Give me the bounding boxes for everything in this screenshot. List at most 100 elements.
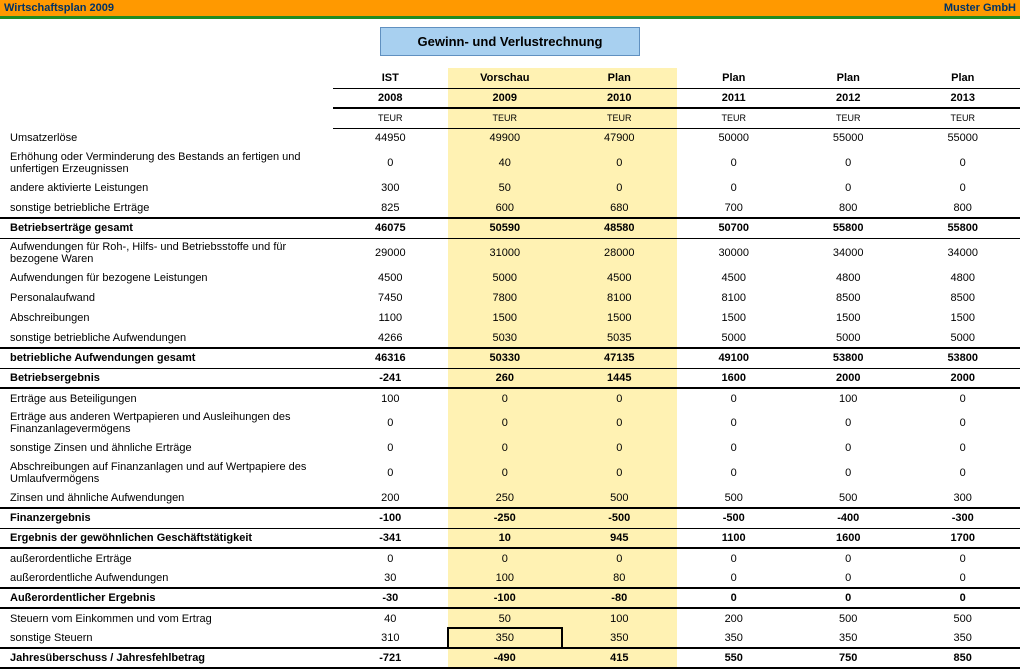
cell[interactable]: 1600 xyxy=(677,368,791,388)
cell[interactable]: 300 xyxy=(333,178,447,198)
cell[interactable]: 0 xyxy=(791,178,905,198)
cell[interactable]: 0 xyxy=(905,458,1020,488)
cell[interactable]: 0 xyxy=(905,548,1020,568)
cell[interactable]: 28000 xyxy=(562,238,676,268)
cell[interactable]: 350 xyxy=(791,628,905,648)
cell[interactable]: 300 xyxy=(905,488,1020,508)
cell[interactable]: 800 xyxy=(791,198,905,218)
cell[interactable]: 30 xyxy=(333,568,447,588)
cell[interactable]: 100 xyxy=(562,608,676,628)
cell[interactable]: 415 xyxy=(562,648,676,668)
cell[interactable]: 34000 xyxy=(905,238,1020,268)
cell[interactable]: 50700 xyxy=(677,218,791,238)
cell[interactable]: 800 xyxy=(905,198,1020,218)
cell[interactable]: 0 xyxy=(448,388,562,408)
cell[interactable]: 8500 xyxy=(791,288,905,308)
cell[interactable]: 0 xyxy=(677,568,791,588)
cell[interactable]: 0 xyxy=(677,548,791,568)
cell[interactable]: 46316 xyxy=(333,348,447,368)
cell[interactable]: 1500 xyxy=(905,308,1020,328)
cell[interactable]: 0 xyxy=(562,408,676,438)
cell[interactable]: 0 xyxy=(333,438,447,458)
cell[interactable]: 350 xyxy=(562,628,676,648)
cell[interactable]: 0 xyxy=(562,148,676,178)
cell[interactable]: 0 xyxy=(333,548,447,568)
cell[interactable]: 0 xyxy=(905,178,1020,198)
cell[interactable]: 5000 xyxy=(905,328,1020,348)
cell[interactable]: 0 xyxy=(791,588,905,608)
cell[interactable]: 1500 xyxy=(677,308,791,328)
cell[interactable]: 5000 xyxy=(448,268,562,288)
cell[interactable]: 1445 xyxy=(562,368,676,388)
cell[interactable]: 4800 xyxy=(791,268,905,288)
cell[interactable]: 700 xyxy=(677,198,791,218)
cell[interactable]: 4500 xyxy=(562,268,676,288)
cell[interactable]: 50 xyxy=(448,178,562,198)
cell[interactable]: 0 xyxy=(677,388,791,408)
cell[interactable]: 8100 xyxy=(677,288,791,308)
cell[interactable]: 50330 xyxy=(448,348,562,368)
cell[interactable]: 1100 xyxy=(333,308,447,328)
cell[interactable]: 0 xyxy=(562,178,676,198)
cell[interactable]: 4800 xyxy=(905,268,1020,288)
cell[interactable]: 0 xyxy=(562,548,676,568)
cell[interactable]: 5035 xyxy=(562,328,676,348)
cell[interactable]: 0 xyxy=(791,438,905,458)
cell[interactable]: 47135 xyxy=(562,348,676,368)
cell[interactable]: 40 xyxy=(333,608,447,628)
cell[interactable]: 29000 xyxy=(333,238,447,268)
cell[interactable]: 31000 xyxy=(448,238,562,268)
cell[interactable]: 200 xyxy=(677,608,791,628)
cell[interactable]: -80 xyxy=(562,588,676,608)
cell[interactable]: 850 xyxy=(905,648,1020,668)
cell[interactable]: 945 xyxy=(562,528,676,548)
cell[interactable]: 500 xyxy=(905,608,1020,628)
cell[interactable]: 7800 xyxy=(448,288,562,308)
cell[interactable]: 0 xyxy=(791,408,905,438)
cell[interactable]: 1100 xyxy=(677,528,791,548)
cell[interactable]: 500 xyxy=(791,488,905,508)
cell[interactable]: -500 xyxy=(562,508,676,528)
cell[interactable]: 0 xyxy=(562,438,676,458)
cell[interactable]: 0 xyxy=(905,388,1020,408)
cell[interactable]: 0 xyxy=(448,458,562,488)
cell[interactable]: 0 xyxy=(448,548,562,568)
cell[interactable]: 5000 xyxy=(677,328,791,348)
cell[interactable]: 0 xyxy=(448,408,562,438)
cell[interactable]: 0 xyxy=(333,408,447,438)
cell[interactable]: 0 xyxy=(905,438,1020,458)
cell[interactable]: 0 xyxy=(905,148,1020,178)
cell[interactable]: 1500 xyxy=(562,308,676,328)
cell[interactable]: 30000 xyxy=(677,238,791,268)
cell[interactable]: 200 xyxy=(333,488,447,508)
cell[interactable]: 500 xyxy=(791,608,905,628)
cell[interactable]: 55000 xyxy=(905,128,1020,148)
cell[interactable]: 500 xyxy=(677,488,791,508)
cell[interactable]: 55800 xyxy=(905,218,1020,238)
cell[interactable]: -250 xyxy=(448,508,562,528)
cell[interactable]: 0 xyxy=(791,548,905,568)
cell[interactable]: 0 xyxy=(905,408,1020,438)
cell[interactable]: 5030 xyxy=(448,328,562,348)
cell[interactable]: 550 xyxy=(677,648,791,668)
cell[interactable]: 44950 xyxy=(333,128,447,148)
cell[interactable]: 310 xyxy=(333,628,447,648)
cell[interactable]: 0 xyxy=(333,148,447,178)
cell[interactable]: -100 xyxy=(448,588,562,608)
cell[interactable]: 48580 xyxy=(562,218,676,238)
cell[interactable]: 47900 xyxy=(562,128,676,148)
cell[interactable]: 4500 xyxy=(333,268,447,288)
cell[interactable]: -400 xyxy=(791,508,905,528)
cell[interactable]: 1500 xyxy=(791,308,905,328)
cell[interactable]: 250 xyxy=(448,488,562,508)
cell[interactable]: 53800 xyxy=(905,348,1020,368)
cell[interactable]: 0 xyxy=(677,458,791,488)
cell[interactable]: -500 xyxy=(677,508,791,528)
cell[interactable]: 100 xyxy=(791,388,905,408)
cell[interactable]: 0 xyxy=(791,568,905,588)
cell[interactable]: 0 xyxy=(677,438,791,458)
cell[interactable]: -100 xyxy=(333,508,447,528)
cell[interactable]: 80 xyxy=(562,568,676,588)
cell[interactable]: 260 xyxy=(448,368,562,388)
cell[interactable]: 2000 xyxy=(905,368,1020,388)
